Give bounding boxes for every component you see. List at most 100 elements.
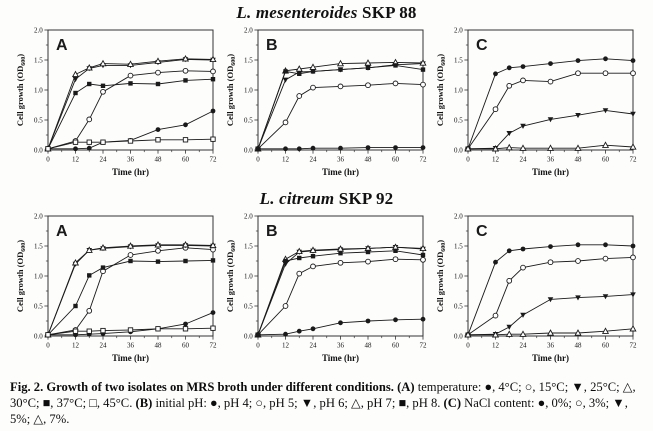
data-point-marker [310, 69, 316, 74]
x-tick-label: 60 [392, 342, 400, 350]
x-tick-label: 60 [182, 342, 190, 350]
data-point-marker [602, 70, 609, 77]
y-axis-label: Cell growth (OD600) [435, 240, 447, 312]
x-tick-label: 48 [365, 342, 373, 350]
data-point-marker [505, 330, 513, 337]
series-line [257, 82, 424, 150]
x-tick-label: 48 [575, 342, 583, 350]
x-tick-label: 12 [282, 342, 290, 350]
y-tick-label: 2.0 [244, 213, 253, 221]
chart-row-mesenteroides: 0 12 24 36 48 60 72 0.0 0.5 1.0 1.5 2.0 Time (hr) Cel… [0, 23, 653, 186]
data-point-marker [155, 247, 161, 254]
data-point-marker [506, 65, 512, 71]
data-point-marker [520, 77, 526, 84]
data-point-marker [420, 67, 426, 72]
data-point-marker [493, 259, 498, 265]
strain-id-skp92: SKP 92 [334, 189, 394, 208]
data-point-marker [365, 65, 371, 70]
data-point-marker [209, 55, 217, 63]
data-point-marker [338, 67, 343, 72]
data-point-marker [575, 58, 581, 63]
plot-frame [47, 215, 214, 337]
x-tick-label: 0 [46, 342, 50, 350]
y-tick-label: 1.5 [34, 57, 43, 65]
x-tick-label: 72 [630, 156, 638, 164]
data-point-marker [85, 63, 93, 71]
caption-text-segment: NaCl content: ●, 0%; ○, 3%; ▼, 5%; △, 7%… [10, 396, 628, 427]
data-point-marker [491, 144, 500, 152]
y-tick-label: 1.0 [244, 273, 253, 281]
data-point-marker [602, 108, 609, 114]
x-axis-label: Time (hr) [532, 167, 569, 177]
data-point-marker [575, 70, 581, 77]
panel-label: B [266, 37, 278, 54]
series-line [257, 246, 424, 335]
series-line [47, 70, 214, 150]
y-tick-label: 2.0 [34, 27, 43, 35]
x-axis-label: Time (hr) [112, 353, 149, 363]
data-point-marker [154, 57, 162, 64]
data-point-marker [547, 117, 554, 123]
chart-citreum-nacl: 0 12 24 36 48 60 72 0.0 0.5 1.0 1.5 2.0 Time (hr) Cel… [435, 213, 637, 364]
data-point-marker [100, 327, 106, 334]
y-tick-label: 2.0 [454, 27, 463, 35]
data-point-marker [601, 327, 610, 334]
chart-mesenteroides-temperature: 0 12 24 36 48 60 72 0.0 0.5 1.0 1.5 2.0 Time (hr) Cel… [15, 27, 217, 178]
x-tick-label: 60 [602, 156, 610, 164]
data-point-marker [297, 255, 302, 261]
x-tick-label: 36 [337, 156, 345, 164]
data-point-marker [310, 326, 316, 332]
data-point-marker [296, 93, 303, 99]
x-tick-label: 12 [72, 156, 80, 164]
data-point-marker [310, 254, 316, 259]
y-tick-label: 0.0 [244, 333, 253, 341]
data-point-marker [72, 139, 79, 145]
x-tick-label: 24 [520, 156, 528, 164]
series-line [468, 328, 634, 336]
data-point-marker [629, 324, 637, 332]
y-tick-label: 1.0 [34, 273, 43, 281]
x-axis-label: Time (hr) [532, 353, 569, 363]
species-name-citreum: L. citreum [259, 189, 335, 208]
plot-frame [467, 29, 634, 151]
x-tick-label: 60 [602, 342, 610, 350]
data-point-marker [310, 263, 316, 270]
data-point-marker [548, 61, 553, 66]
x-tick-label: 48 [365, 156, 373, 164]
caption-text-segment: temperature: ●, 4°C; ○, 15°C; ▼, 25°C; △… [10, 380, 636, 411]
data-point-marker [365, 145, 371, 150]
x-tick-label: 0 [466, 156, 470, 164]
data-point-marker [209, 241, 217, 249]
data-point-marker [393, 145, 398, 150]
data-point-marker [420, 256, 426, 263]
y-tick-label: 0.5 [454, 117, 463, 125]
data-point-marker [365, 318, 371, 324]
data-point-marker [182, 67, 189, 74]
x-axis-label: Time (hr) [112, 167, 149, 177]
y-tick-label: 0.5 [244, 303, 253, 311]
data-point-marker [296, 328, 302, 334]
panel-label: A [56, 37, 68, 54]
species-name-mesenteroides: L. mesenteroides [236, 3, 358, 22]
data-point-marker [603, 242, 608, 248]
data-point-marker [506, 248, 512, 254]
series-line [257, 250, 424, 335]
data-point-marker [100, 88, 106, 95]
series-line [257, 258, 424, 336]
row-title-citreum: L. citreum SKP 92 [0, 186, 653, 209]
data-point-marker [210, 310, 216, 315]
x-axis-label: Time (hr) [322, 353, 359, 363]
x-tick-label: 36 [127, 156, 135, 164]
data-point-marker [602, 294, 609, 300]
data-point-marker [295, 65, 303, 72]
y-tick-label: 2.0 [244, 27, 253, 35]
data-point-marker [420, 252, 426, 258]
data-point-marker [392, 80, 399, 87]
data-point-marker [87, 273, 92, 278]
data-point-marker [100, 83, 106, 88]
data-point-marker [547, 297, 554, 303]
data-point-marker [630, 111, 636, 117]
y-axis-label: Cell growth (OD600) [15, 240, 27, 312]
data-point-marker [154, 240, 162, 248]
data-point-marker [420, 316, 426, 322]
